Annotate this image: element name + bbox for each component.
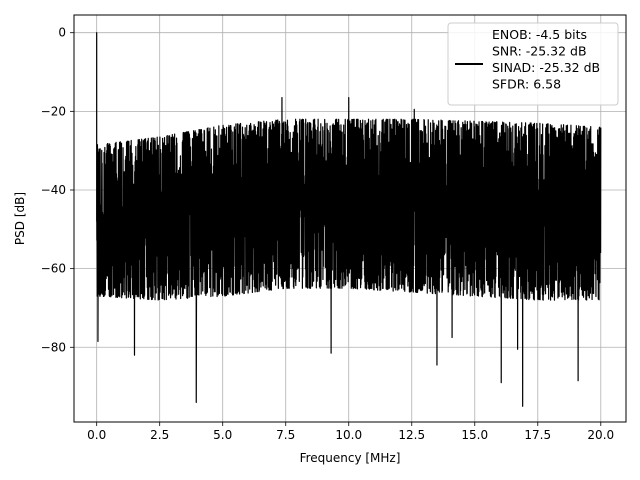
legend: ENOB: -4.5 bits SNR: -25.32 dB SINAD: -25.… bbox=[447, 22, 619, 106]
plot-frame bbox=[73, 14, 627, 423]
psd-series-line bbox=[96, 32, 602, 407]
x-tick-label: 17.5 bbox=[524, 428, 551, 442]
y-tick-label: −60 bbox=[41, 262, 66, 276]
legend-entry: ENOB: -4.5 bits SNR: -25.32 dB SINAD: -25.… bbox=[492, 27, 600, 92]
legend-box bbox=[447, 22, 619, 106]
x-tick-label: 0.0 bbox=[87, 428, 106, 442]
x-tick-label: 2.5 bbox=[150, 428, 169, 442]
x-tick-label: 20.0 bbox=[587, 428, 614, 442]
y-tick-label: −20 bbox=[41, 104, 66, 118]
x-tick-label: 5.0 bbox=[213, 428, 232, 442]
series-layer bbox=[96, 32, 602, 407]
y-tick-label: −40 bbox=[41, 183, 66, 197]
x-axis: 0.0 2.5 5.0 7.5 10.0 12.5 15.0 17.5 20.0 bbox=[87, 422, 614, 442]
y-tick-label: 0 bbox=[58, 26, 66, 40]
y-tick-label: −80 bbox=[41, 340, 66, 354]
x-tick-label: 12.5 bbox=[398, 428, 425, 442]
y-axis-label: PSD [dB] bbox=[13, 192, 27, 245]
y-axis: 0 −20 −40 −60 −80 bbox=[41, 26, 74, 354]
x-axis-label: Frequency [MHz] bbox=[300, 451, 401, 465]
x-tick-label: 7.5 bbox=[276, 428, 295, 442]
x-tick-label: 15.0 bbox=[461, 428, 488, 442]
x-tick-label: 10.0 bbox=[335, 428, 362, 442]
